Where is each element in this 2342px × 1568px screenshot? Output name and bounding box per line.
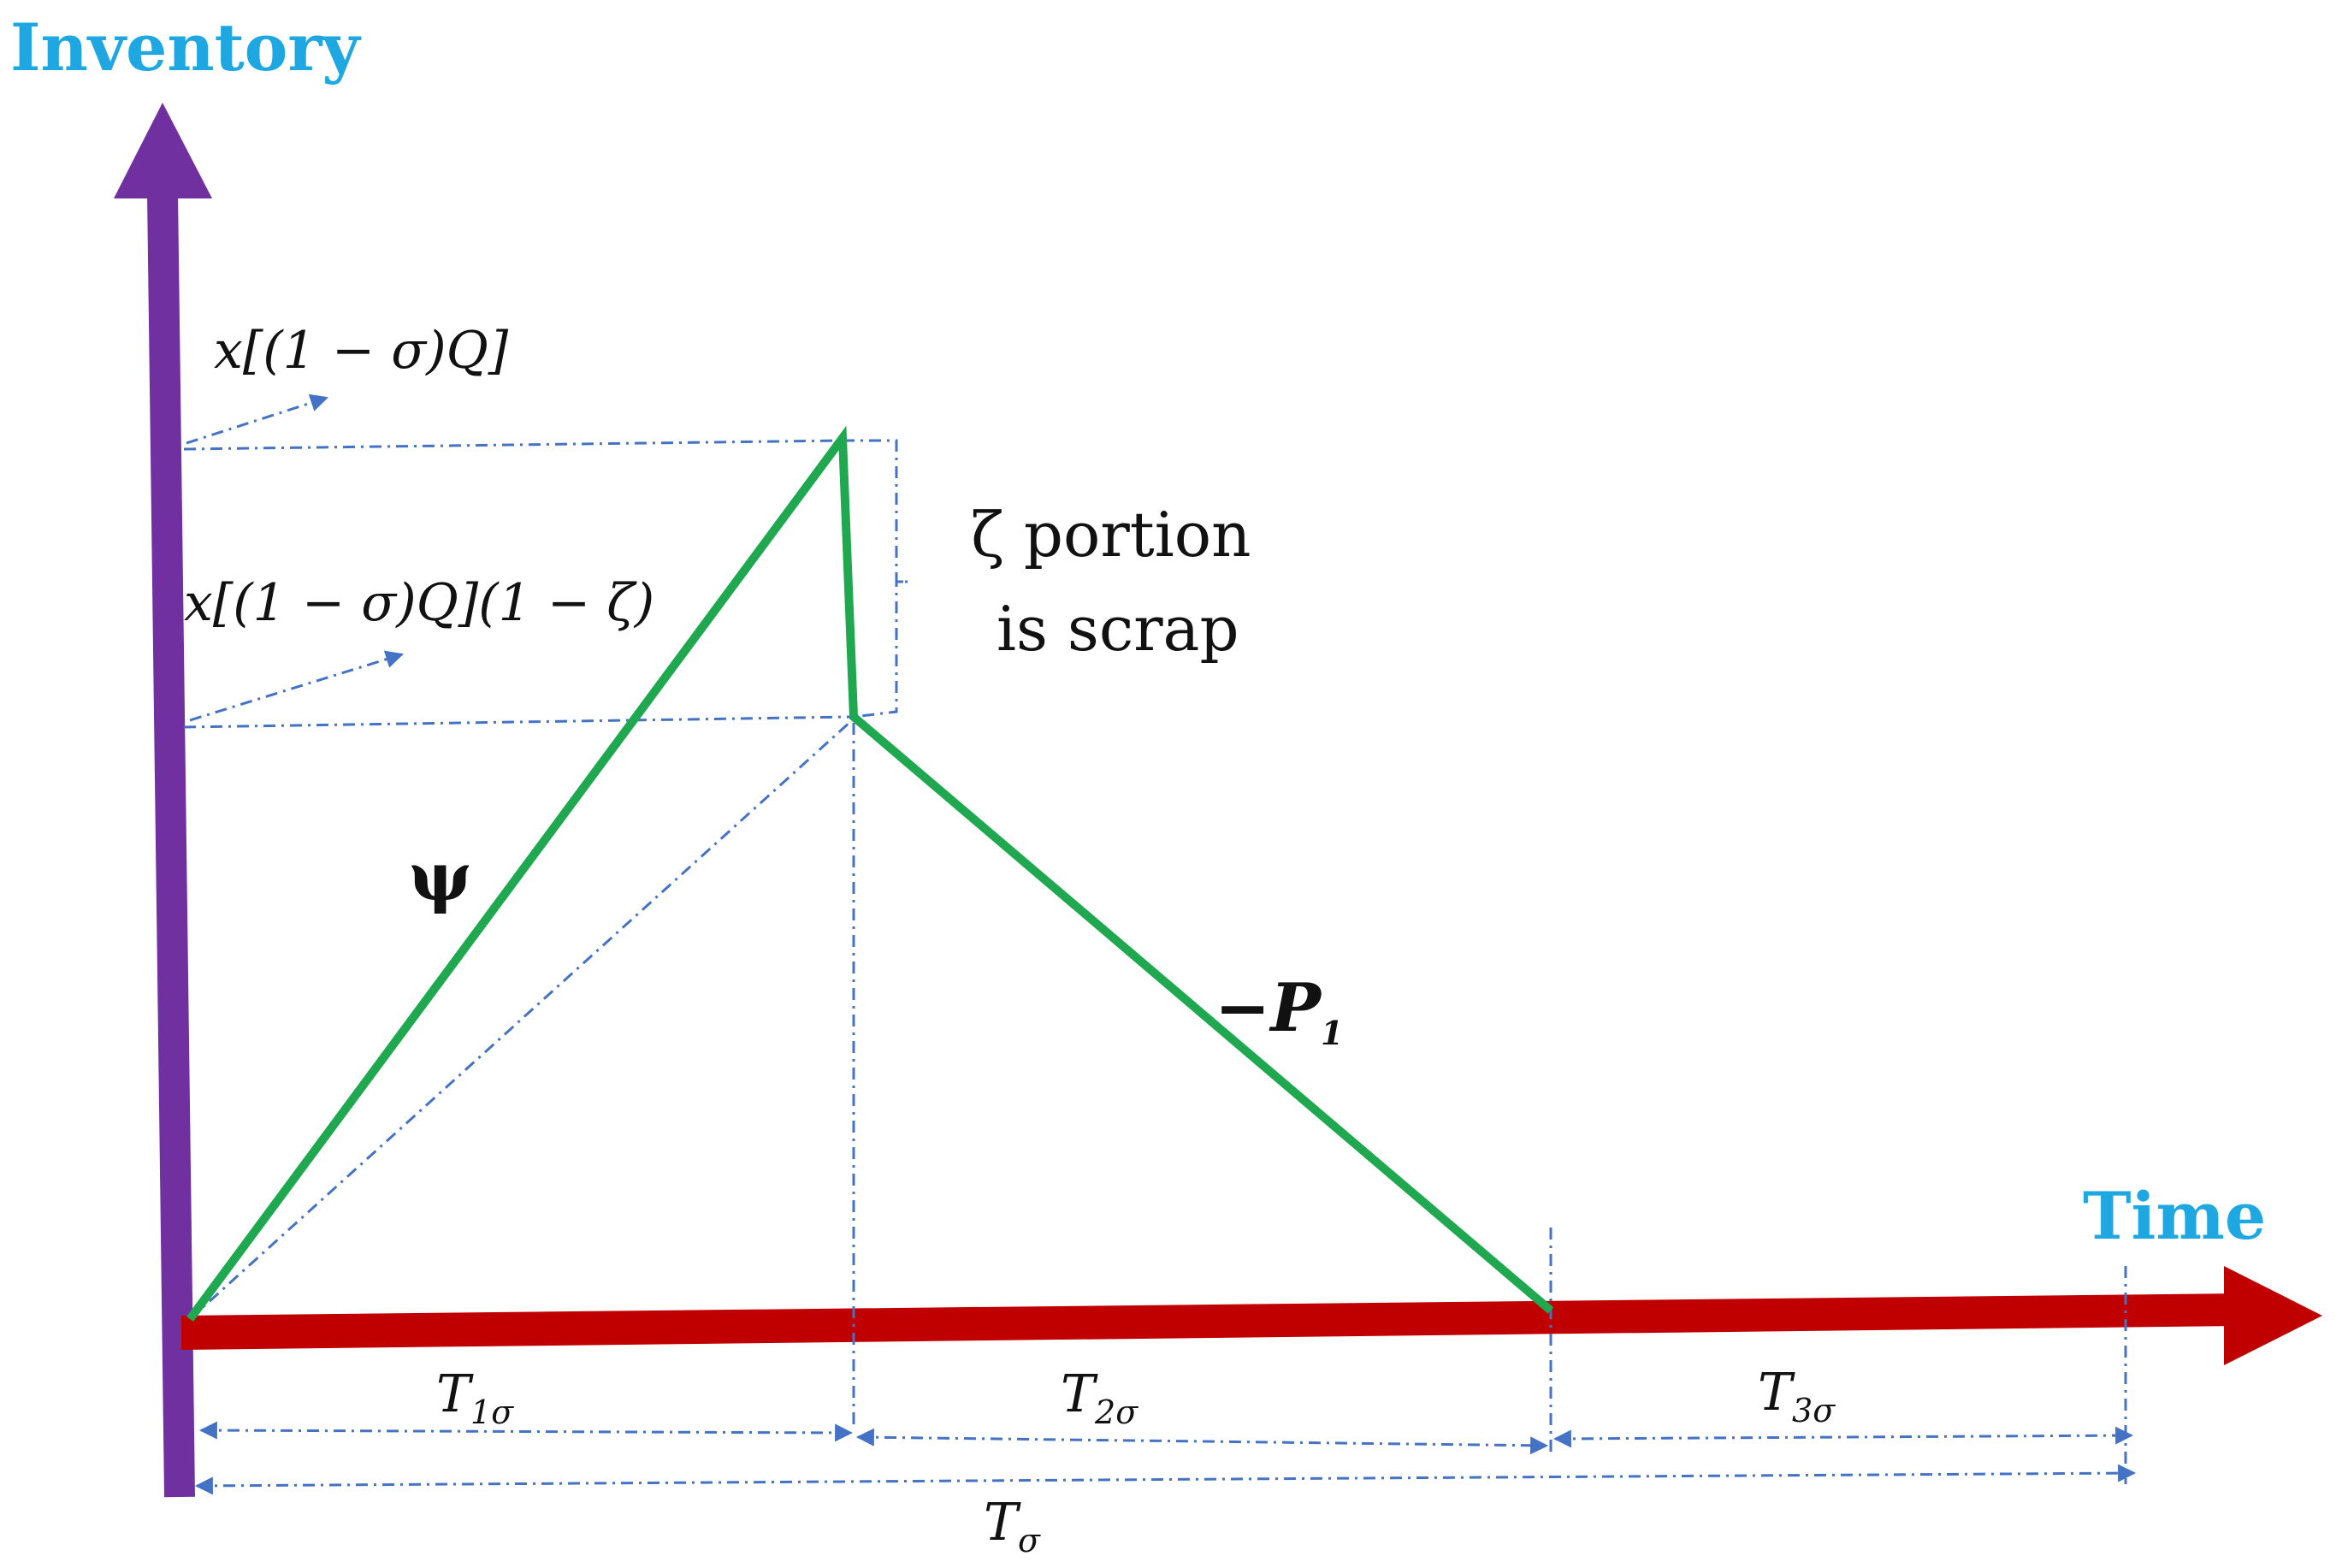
y-axis-title: Inventory — [10, 9, 361, 86]
scrap-bracket — [843, 439, 908, 719]
scrap-note-line1: ζ portion — [971, 499, 1251, 571]
max-level-guide — [183, 439, 843, 451]
scrap-note-line2: is scrap — [997, 593, 1239, 665]
x-axis — [181, 1266, 2322, 1365]
t3-label: T3σ — [1758, 1363, 1836, 1429]
t1-label: T1σ — [436, 1364, 514, 1431]
max-level-pointer — [186, 393, 328, 445]
y-axis — [114, 103, 212, 1498]
demand-rate-label: −P1 — [1215, 969, 1343, 1052]
t2-label: T2σ — [1061, 1364, 1138, 1431]
total-dimension — [194, 1464, 2137, 1495]
t2-dimension — [855, 1428, 1549, 1455]
production-rate-label: ψ — [409, 838, 471, 916]
after-scrap-level-label: x[(1 − σ)Q](1 − ζ) — [184, 573, 654, 633]
diagonal-guide — [188, 719, 853, 1321]
label-pointers — [186, 393, 405, 722]
x-axis-title: Time — [2083, 1178, 2266, 1254]
y-axis-arrowhead — [114, 103, 212, 198]
after-scrap-pointer — [189, 650, 405, 722]
t1-dimension — [198, 1421, 854, 1442]
t3-dimension — [1552, 1426, 2134, 1448]
max-level-label: x[(1 − σ)Q] — [214, 321, 509, 381]
level-guides — [183, 439, 2127, 1484]
inventory-level-line — [186, 425, 1554, 1322]
x-axis-arrowhead — [2224, 1266, 2322, 1365]
total-period-label: Tσ — [984, 1493, 1041, 1559]
period-dimensions — [194, 1421, 2137, 1495]
after-scrap-level-guide — [183, 715, 852, 729]
